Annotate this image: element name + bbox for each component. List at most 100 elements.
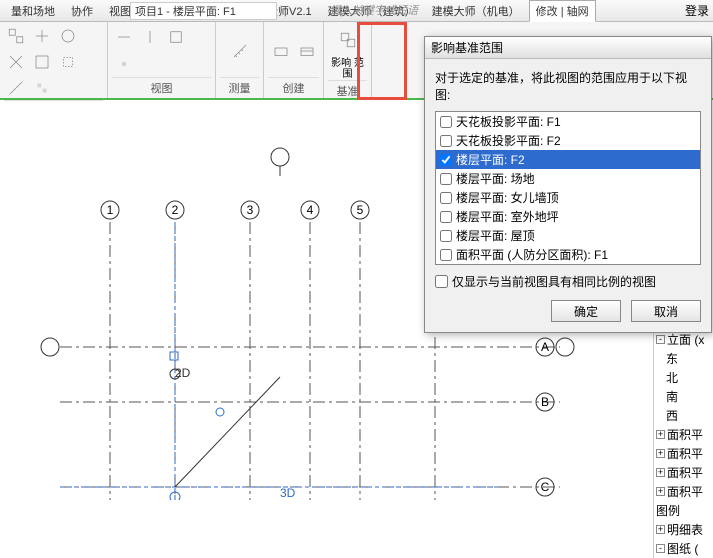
svg-text:3: 3: [247, 203, 254, 217]
tree-node[interactable]: +面积平: [654, 463, 713, 482]
svg-text:A: A: [541, 340, 549, 354]
list-item[interactable]: 面积平面 (人防分区面积): F2: [436, 264, 700, 265]
tree-node[interactable]: -图纸 (: [654, 539, 713, 558]
tree-label: 立面 (x: [667, 331, 704, 348]
list-item-checkbox[interactable]: [440, 116, 452, 128]
tab-mep-master[interactable]: 建模大师（机电）: [425, 0, 527, 22]
list-item-checkbox[interactable]: [440, 249, 452, 261]
only-same-scale-label: 仅显示与当前视图具有相同比例的视图: [452, 273, 656, 290]
list-item[interactable]: 楼层平面: F2: [436, 150, 700, 169]
svg-text:2: 2: [172, 203, 179, 217]
tab-mass-site[interactable]: 量和场地: [4, 0, 62, 22]
tab-modify-grid[interactable]: 修改 | 轴网: [529, 0, 596, 22]
tree-label: 面积平: [667, 483, 703, 500]
list-item-label: 天花板投影平面: F2: [456, 132, 561, 149]
tree-node[interactable]: +面积平: [654, 425, 713, 444]
ribbon-group-create: 创建: [264, 22, 324, 98]
tool-icon[interactable]: [30, 76, 54, 100]
tree-label: 面积平: [667, 445, 703, 462]
ok-button[interactable]: 确定: [551, 300, 621, 322]
list-item-checkbox[interactable]: [440, 192, 452, 204]
tool-icon[interactable]: [30, 50, 54, 74]
list-item-checkbox[interactable]: [440, 211, 452, 223]
list-item-label: 面积平面 (人防分区面积): F1: [456, 246, 608, 263]
tool-icon[interactable]: [112, 25, 136, 49]
scope-dialog: 影响基准范围 对于选定的基准，将此视图的范围应用于以下视图: 天花板投影平面: …: [424, 36, 712, 333]
tabbar-right: 登录: [685, 2, 709, 19]
svg-text:5: 5: [357, 203, 364, 217]
ribbon-group-measure: 测量: [216, 22, 264, 98]
list-item[interactable]: 面积平面 (人防分区面积): F1: [436, 245, 700, 264]
cancel-button[interactable]: 取消: [631, 300, 701, 322]
login-link[interactable]: 登录: [685, 2, 709, 19]
tree-node[interactable]: 南: [654, 387, 713, 406]
tree-node[interactable]: +面积平: [654, 444, 713, 463]
create-icon[interactable]: [269, 39, 293, 63]
only-same-scale-check[interactable]: 仅显示与当前视图具有相同比例的视图: [435, 273, 701, 290]
list-item-checkbox[interactable]: [440, 230, 452, 242]
measure-icon[interactable]: [228, 39, 252, 63]
tree-expander-icon[interactable]: -: [656, 544, 665, 553]
list-item[interactable]: 天花板投影平面: F1: [436, 112, 700, 131]
svg-text:4: 4: [307, 203, 314, 217]
tree-expander-icon[interactable]: -: [656, 335, 665, 344]
tree-label: 明细表: [667, 521, 703, 538]
tool-icon[interactable]: [4, 24, 28, 48]
list-item-label: 楼层平面: 屋顶: [456, 227, 535, 244]
tree-label: 北: [666, 369, 678, 386]
search-placeholder[interactable]: 键入关键字或短语: [330, 2, 418, 18]
svg-text:1: 1: [107, 203, 114, 217]
tool-icon[interactable]: [30, 24, 54, 48]
dialog-desc: 对于选定的基准，将此视图的范围应用于以下视图:: [435, 69, 701, 103]
tree-node[interactable]: +面积平: [654, 482, 713, 501]
tool-icon[interactable]: [112, 52, 136, 76]
dialog-title: 影响基准范围: [425, 37, 711, 59]
tree-expander-icon[interactable]: +: [656, 525, 665, 534]
list-item[interactable]: 天花板投影平面: F2: [436, 131, 700, 150]
list-item[interactable]: 楼层平面: 室外地坪: [436, 207, 700, 226]
tree-node[interactable]: 图例: [654, 501, 713, 520]
tree-node[interactable]: 西: [654, 406, 713, 425]
tree-node[interactable]: +明细表: [654, 520, 713, 539]
tool-icon[interactable]: [4, 76, 28, 100]
project-browser[interactable]: -立面 (x东北南西+面积平+面积平+面积平+面积平图例+明细表-图纸 (: [653, 330, 713, 558]
svg-text:B: B: [541, 395, 549, 409]
tree-expander-icon[interactable]: +: [656, 468, 665, 477]
list-item-checkbox[interactable]: [440, 135, 452, 147]
tree-label: 南: [666, 388, 678, 405]
ribbon-group-modify: 修改: [0, 22, 108, 98]
tree-label: 面积平: [667, 464, 703, 481]
ribbon-group-view: 视图: [108, 22, 216, 98]
tool-icon[interactable]: [164, 25, 188, 49]
svg-text:C: C: [541, 480, 550, 494]
list-item-label: 楼层平面: 场地: [456, 170, 535, 187]
tree-label: 西: [666, 407, 678, 424]
ribbon-group-datum: 影响 范围 基准: [324, 22, 372, 98]
list-item[interactable]: 楼层平面: 女儿墙顶: [436, 188, 700, 207]
list-item[interactable]: 楼层平面: 场地: [436, 169, 700, 188]
tool-icon[interactable]: [56, 24, 80, 48]
ribbon-group-label: 视图: [112, 77, 211, 98]
list-item-checkbox[interactable]: [440, 154, 452, 166]
list-item-label: 天花板投影平面: F1: [456, 113, 561, 130]
tree-expander-icon[interactable]: +: [656, 449, 665, 458]
create-icon[interactable]: [295, 39, 319, 63]
tree-expander-icon[interactable]: +: [656, 430, 665, 439]
scope-icon[interactable]: [332, 24, 364, 56]
only-same-scale-checkbox[interactable]: [435, 275, 448, 288]
tool-icon[interactable]: [138, 25, 162, 49]
tab-collab[interactable]: 协作: [64, 0, 100, 22]
tree-node[interactable]: 东: [654, 349, 713, 368]
list-item-label: 楼层平面: 室外地坪: [456, 208, 559, 225]
list-item-checkbox[interactable]: [440, 173, 452, 185]
tree-expander-icon[interactable]: +: [656, 487, 665, 496]
tree-node[interactable]: 北: [654, 368, 713, 387]
tool-icon[interactable]: [4, 50, 28, 74]
tree-label: 东: [666, 350, 678, 367]
tree-label: 面积平: [667, 426, 703, 443]
ribbon-group-label: 创建: [268, 77, 319, 98]
tree-label: 图例: [656, 502, 680, 519]
list-item[interactable]: 楼层平面: 屋顶: [436, 226, 700, 245]
tool-icon[interactable]: [56, 50, 80, 74]
view-listbox[interactable]: 天花板投影平面: F1天花板投影平面: F2楼层平面: F2楼层平面: 场地楼层…: [435, 111, 701, 265]
